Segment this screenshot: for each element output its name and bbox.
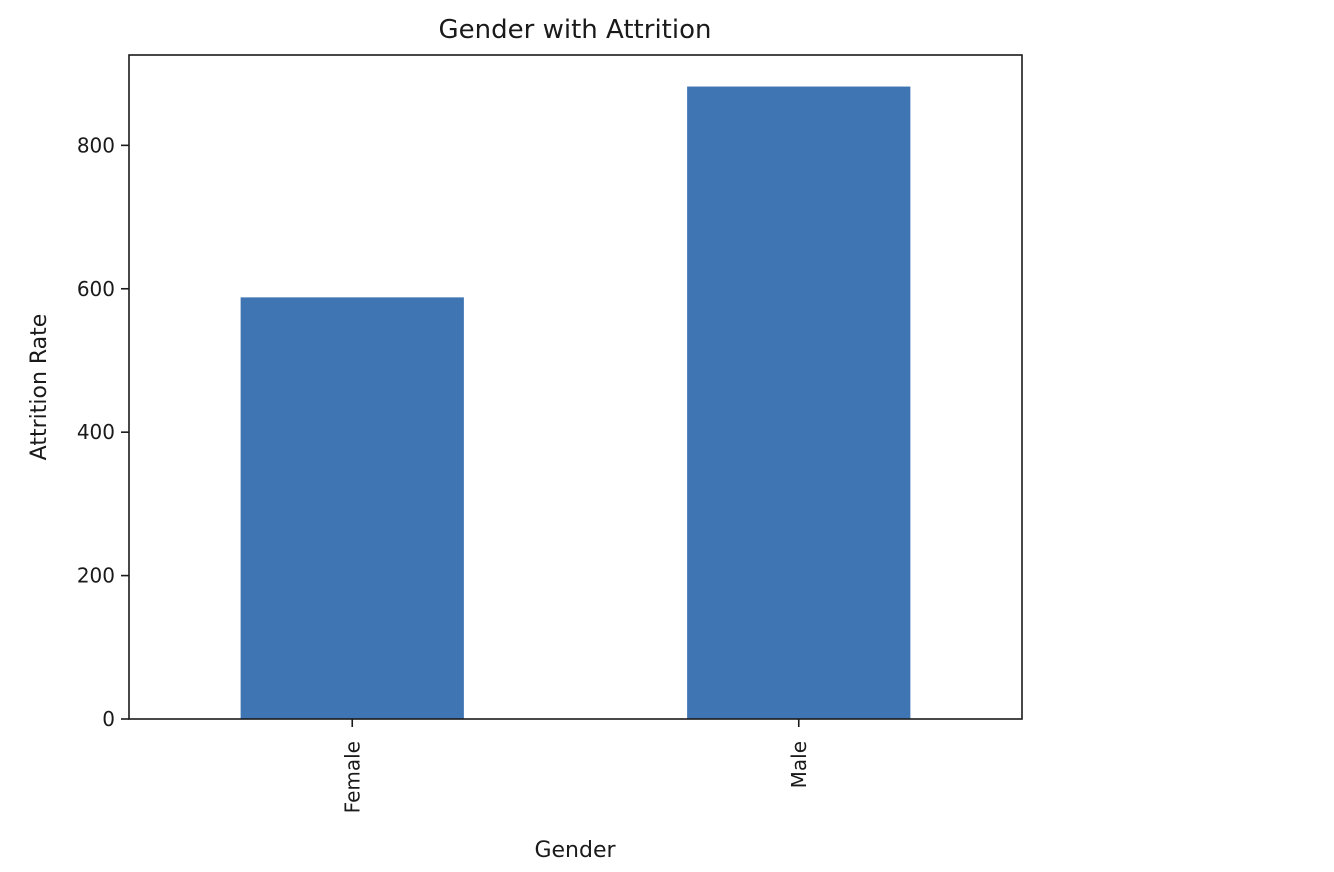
x-axis-ticks: Female Male — [340, 719, 811, 813]
bars-group — [240, 86, 911, 719]
y-tick-label: 600 — [77, 277, 115, 301]
plot-frame — [128, 54, 1023, 720]
x-axis-label: Gender — [534, 838, 616, 863]
x-tick-label: Male — [787, 741, 811, 788]
y-tick-label: 400 — [77, 420, 115, 444]
y-axis-ticks: 0 200 400 600 800 — [77, 133, 129, 731]
chart-title: Gender with Attrition — [439, 15, 712, 45]
y-tick-label: 800 — [77, 133, 115, 157]
y-tick-label: 200 — [77, 564, 115, 588]
y-axis-label: Attrition Rate — [27, 314, 52, 461]
bar-female — [240, 297, 464, 719]
x-tick-label: Female — [340, 741, 364, 813]
bar-male — [687, 86, 911, 719]
y-tick-label: 0 — [102, 707, 115, 731]
